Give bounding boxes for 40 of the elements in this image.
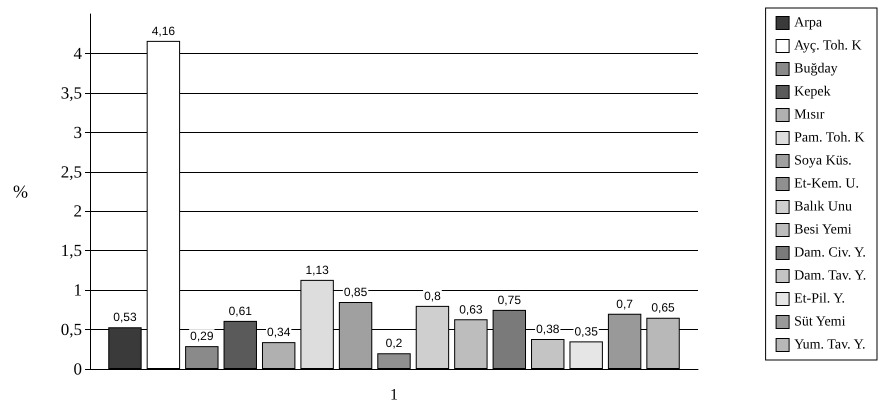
legend-label: Balık Unu (794, 200, 852, 214)
data-label: 1,13 (305, 262, 330, 277)
data-label: 0,35 (574, 324, 598, 338)
legend-label: Yum. Tav. Y. (794, 338, 866, 352)
data-label: 0,34 (267, 325, 291, 340)
legend-label: Mısır (794, 108, 825, 122)
legend-label: Buğday (794, 62, 838, 76)
y-tick-label: 3 (74, 122, 82, 142)
y-tick-label: 2 (74, 202, 82, 221)
legend-label: Dam. Tav. Y. (794, 268, 866, 284)
data-label: 4,16 (152, 24, 176, 38)
data-label: 0,65 (651, 300, 676, 315)
data-label: 0,7 (616, 296, 634, 311)
y-tick-label: 0 (74, 360, 82, 378)
data-label: 0,8 (424, 288, 442, 303)
legend-label: Pam. Toh. K (794, 130, 864, 146)
legend-label: Arpa (794, 16, 823, 30)
data-label: 0,85 (344, 284, 368, 299)
legend-label: Soya Küs. (794, 154, 852, 168)
data-label: 0,63 (459, 302, 483, 316)
y-tick-label: 2,5 (60, 162, 82, 182)
legend-label: Süt Yemi (794, 314, 846, 330)
legend-label: Et-Kem. U. (794, 176, 860, 192)
legend-label: Ayç. Toh. K (794, 38, 862, 54)
legend-label: Dam. Civ. Y. (794, 246, 866, 260)
y-tick-label: 1 (74, 280, 82, 300)
data-label: 0,29 (190, 329, 214, 344)
y-tick-label: 0,5 (60, 320, 82, 340)
data-label: 0,75 (498, 292, 522, 307)
data-label: 0,2 (386, 336, 403, 350)
y-axis-title: % (13, 182, 28, 202)
data-label: 0,61 (228, 304, 252, 318)
legend-label: Et-Pil. Y. (794, 292, 846, 306)
y-tick-label: 1,5 (60, 241, 82, 260)
legend-label: Kepek (794, 84, 831, 100)
legend-label: Besi Yemi (794, 222, 852, 238)
y-tick-label: 3,5 (60, 83, 82, 102)
data-label: 0,38 (536, 322, 560, 336)
data-label: 0,53 (113, 310, 137, 324)
y-tick-label: 4 (74, 44, 82, 63)
